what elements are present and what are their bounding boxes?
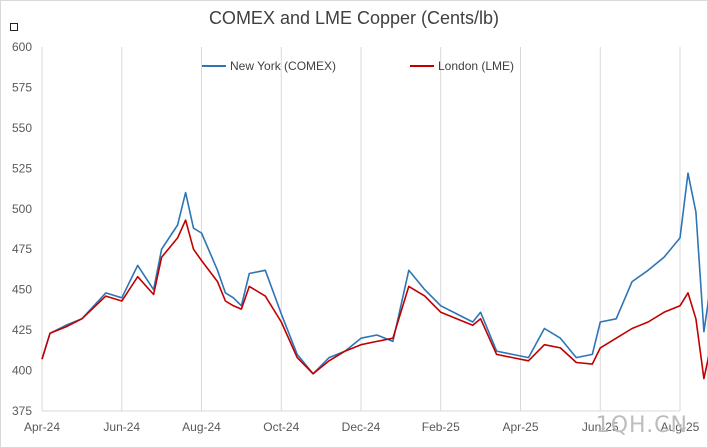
x-tick-label: Aug-24 [182,420,221,434]
legend-label-lme: London (LME) [438,59,514,73]
x-axis: Apr-24 Jun-24 Aug-24 Oct-24 Dec-24 Feb-25 Apr-… [24,420,700,434]
grid-lines [41,47,681,412]
x-tick-label: Oct-24 [263,420,299,434]
y-tick-label: 450 [12,283,32,297]
y-tick-label: 600 [12,40,32,54]
x-tick-label: Apr-24 [24,420,60,434]
legend-label-comex: New York (COMEX) [230,59,336,73]
legend: New York (COMEX) London (LME) [202,59,514,73]
y-tick-label: 425 [12,323,32,337]
series-line-comex [41,172,708,375]
x-tick-label: Aug-25 [661,420,700,434]
x-tick-label: Feb-25 [422,420,460,434]
y-tick-label: 475 [12,242,32,256]
series-lines [41,172,708,380]
y-tick-label: 500 [12,202,32,216]
x-tick-label: Jun-25 [582,420,619,434]
y-tick-label: 400 [12,364,32,378]
y-tick-label: 375 [12,404,32,418]
x-tick-label: Jun-24 [103,420,140,434]
y-tick-label: 525 [12,161,32,175]
series-line-lme [41,219,708,380]
x-tick-label: Apr-25 [502,420,538,434]
selection-handle[interactable] [10,23,18,31]
watermark: 1QH.CN [595,413,688,438]
y-axis: 375 400 425 450 475 500 525 550 575 600 [12,40,32,418]
y-tick-label: 575 [12,80,32,94]
x-tick-label: Dec-24 [342,420,381,434]
y-tick-label: 550 [12,121,32,135]
chart-title: COMEX and LME Copper (Cents/lb) [208,8,500,28]
